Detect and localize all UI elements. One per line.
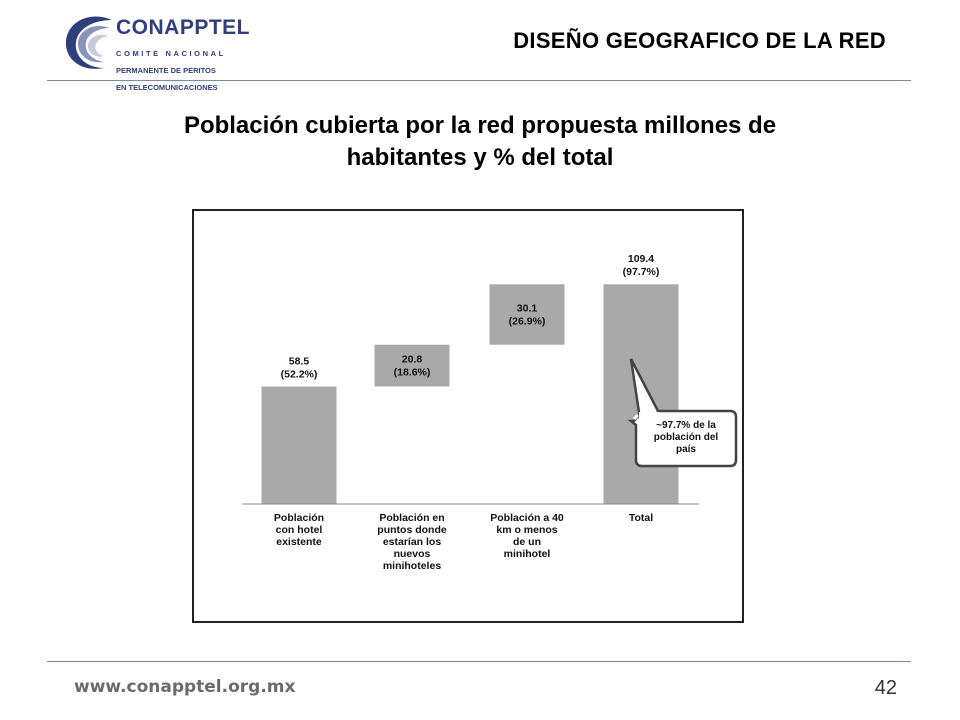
category-label: nuevos [394, 548, 431, 560]
section-title: DISEÑO GEOGRAFICO DE LA RED [513, 28, 886, 53]
slide-title-line: habitantes y % del total [346, 144, 614, 171]
category-label: Población en [379, 512, 444, 524]
header-divider [47, 80, 911, 81]
slide-title-line: Población cubierta por la red propuesta … [183, 112, 777, 139]
data-label: 30.1 [517, 302, 538, 314]
category-label: minihotel [504, 548, 551, 560]
slide-title: Población cubierta por la red propuesta … [100, 110, 860, 174]
category-label: km o menos [496, 524, 557, 536]
data-label: 58.5 [289, 355, 310, 367]
category-label: Población [274, 512, 324, 524]
callout-text: ~97.7% de la [656, 420, 716, 431]
callout-text: país [676, 444, 696, 455]
category-label: estarían los [383, 536, 442, 548]
footer-divider [47, 661, 911, 662]
data-label: (97.7%) [623, 266, 660, 278]
category-label: de un [513, 536, 541, 548]
logo-swirl-icon [65, 16, 112, 69]
conapptel-logo: CONAPPTEL COMITE NACIONAL PERMANENTE DE … [60, 12, 251, 91]
data-label: 20.8 [402, 354, 423, 366]
bar-1 [261, 386, 337, 504]
bar-3 [489, 284, 565, 345]
category-label: Total [629, 512, 653, 524]
category-label: con hotel [276, 524, 323, 536]
logo-subtitle: COMITE NACIONAL PERMANENTE DE PERITOS EN… [116, 41, 226, 101]
callout-text: población del [654, 432, 719, 443]
category-label: Población a 40 [490, 512, 564, 524]
chart-frame: 58.5 (52.2%) Población con hotel existente 20… [192, 209, 744, 623]
callout-gap [632, 413, 640, 421]
logo-name: CONAPPTEL [116, 16, 251, 39]
logo-subtitle-line: PERMANENTE DE PERITOS [116, 65, 216, 75]
bar-2 [374, 344, 450, 387]
page-number: 42 [874, 677, 897, 699]
logo-subtitle-line: COMITE NACIONAL [116, 48, 226, 58]
callout-pointer [629, 358, 660, 420]
callout-pointer-mask [639, 412, 659, 420]
logo-subtitle-line: EN TELECOMUNICACIONES [116, 82, 218, 92]
data-label: (52.2%) [281, 368, 318, 380]
data-label: 109.4 [628, 253, 654, 265]
category-label: puntos donde [377, 524, 447, 536]
category-label: minihoteles [383, 560, 442, 572]
data-label: (18.6%) [394, 367, 431, 379]
footer-url[interactable]: www.conapptel.org.mx [74, 677, 296, 697]
data-label: (26.9%) [509, 315, 546, 327]
category-label: existente [276, 536, 322, 548]
